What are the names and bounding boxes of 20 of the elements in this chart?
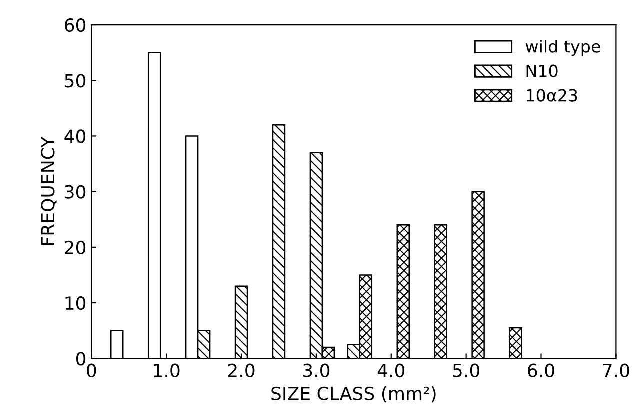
y-tick-label: 30 bbox=[65, 185, 86, 199]
legend-label: wild type bbox=[526, 40, 600, 56]
y-tick-label: 10 bbox=[66, 296, 86, 310]
x-tick-label: 2.0 bbox=[228, 364, 255, 378]
x-tick-label: 3.0 bbox=[303, 364, 330, 378]
x-axis-title: SIZE CLASS (mm²) bbox=[272, 386, 436, 403]
legend-label: N10 bbox=[526, 64, 558, 78]
x-tick-label: 7.0 bbox=[603, 364, 630, 378]
x-tick-label: 0 bbox=[87, 364, 96, 378]
y-tick-label: 40 bbox=[64, 130, 86, 144]
x-tick-label: 1.0 bbox=[154, 364, 180, 378]
y-tick-label: 0 bbox=[76, 352, 86, 366]
x-tick-label: 4.0 bbox=[378, 364, 405, 378]
y-tick-label: 20 bbox=[65, 240, 86, 255]
x-tick-label: 5.0 bbox=[453, 364, 480, 378]
y-tick-label: 60 bbox=[65, 18, 86, 32]
y-axis-title: FREQUENCY bbox=[41, 136, 57, 246]
legend-label: 10α23 bbox=[527, 89, 578, 102]
x-tick-label: 6.0 bbox=[528, 364, 554, 378]
y-tick-label: 50 bbox=[65, 74, 86, 88]
